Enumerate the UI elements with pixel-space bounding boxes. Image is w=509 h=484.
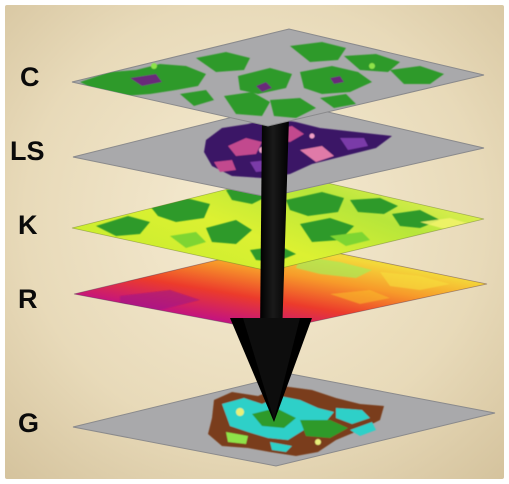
figure-frame: C LS K R G [5, 5, 504, 479]
figure-stage: C LS K R G [5, 5, 504, 479]
layer-label-g: G [18, 408, 39, 438]
flow-arrow [230, 118, 312, 422]
layer-label-c: C [20, 62, 40, 92]
layer-label-k: K [18, 210, 38, 240]
layer-c-plate [71, 28, 485, 127]
layer-label-ls: LS [10, 136, 45, 166]
gis-overlay-diagram: C LS K R G [5, 5, 504, 479]
layer-g-plate [72, 373, 496, 467]
layer-label-r: R [18, 284, 38, 314]
